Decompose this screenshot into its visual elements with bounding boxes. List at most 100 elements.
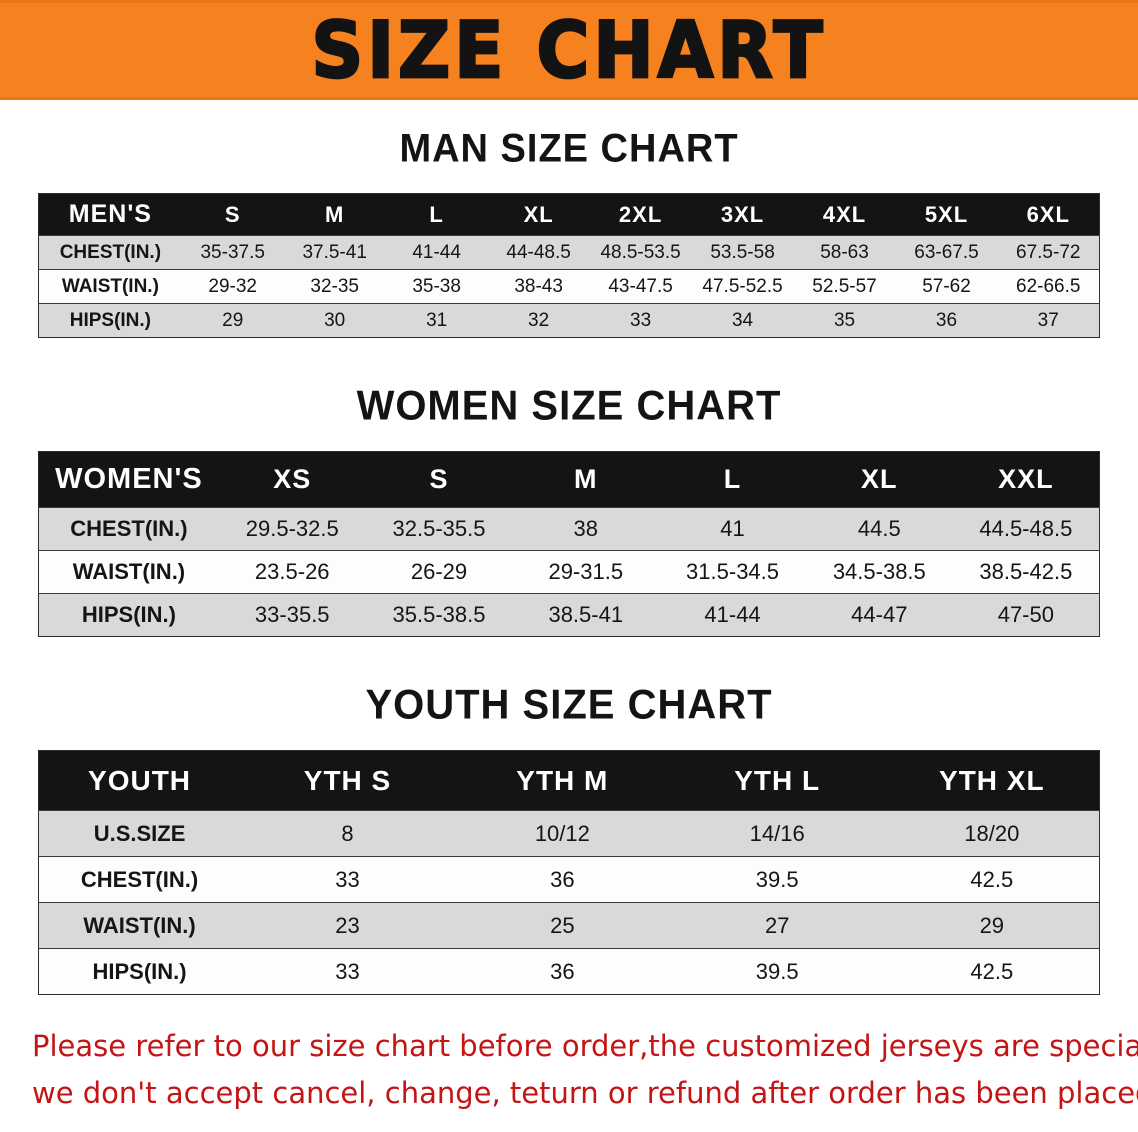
size-value-cell: 38.5-42.5 xyxy=(979,559,1073,584)
youth-size-header-cell: YTH S xyxy=(240,750,455,811)
size-value-cell: 38 xyxy=(573,516,599,541)
size-value-cell: 8 xyxy=(341,820,354,846)
row-label-cell: CHEST(IN.) xyxy=(80,866,199,892)
women-section-heading: WOMEN SIZE CHART xyxy=(356,382,782,430)
women-header-row: WOMEN'S XS S M L XL XXL xyxy=(38,451,1100,508)
youth-group-label-header: YOUTH xyxy=(38,750,241,811)
size-value-cell: 26-29 xyxy=(410,559,468,584)
size-value-cell: 67.5-72 xyxy=(1016,241,1081,263)
row-label-cell: HIPS(IN.) xyxy=(81,602,176,627)
banner: SIZE CHART xyxy=(0,0,1138,100)
women-size-header-cell: S xyxy=(365,451,513,508)
men-table-header: MEN'S S M L XL 2XL 3XL 4XL 5XL 6XL xyxy=(38,193,1100,236)
women-table-body: CHEST(IN.) 29.5-32.5 32.5-35.5 38 41 44.5 44.5… xyxy=(38,507,1100,637)
size-value-cell: 52.5-57 xyxy=(812,275,877,297)
size-value-cell: 39.5 xyxy=(755,866,799,892)
youth-size-table: YOUTH YTH S YTH M YTH L YTH XL U.S.SIZE 8 10/12… xyxy=(38,750,1100,995)
youth-table-header: YOUTH YTH S YTH M YTH L YTH XL xyxy=(38,750,1100,811)
men-size-chart-section: MAN SIZE CHART MEN'S S M L XL 2XL 3XL 4XL 5XL 6XL C… xyxy=(38,126,1100,338)
size-value-cell: 41-44 xyxy=(412,241,461,263)
size-value-cell: 35.5-38.5 xyxy=(392,602,486,627)
men-size-header-cell: L xyxy=(385,193,488,236)
youth-size-chart-section: YOUTH SIZE CHART YOUTH YTH S YTH M YTH L YTH … xyxy=(38,681,1100,995)
size-value-cell: 36 xyxy=(550,958,575,984)
size-chart-sections: MAN SIZE CHART MEN'S S M L XL 2XL 3XL 4XL 5XL 6XL C… xyxy=(0,126,1138,995)
size-value-cell: 58-63 xyxy=(820,241,869,263)
size-value-cell: 63-67.5 xyxy=(914,241,979,263)
size-value-cell: 32-35 xyxy=(310,275,359,297)
youth-measurement-row: HIPS(IN.) 33 36 39.5 42.5 xyxy=(38,948,1100,995)
row-label-cell: CHEST(IN.) xyxy=(70,516,188,541)
size-value-cell: 31.5-34.5 xyxy=(686,559,780,584)
size-value-cell: 36 xyxy=(935,309,958,331)
size-value-cell: 25 xyxy=(550,912,575,938)
size-value-cell: 44-48.5 xyxy=(506,241,571,263)
men-group-label-header: MEN'S xyxy=(38,193,182,236)
youth-header-row: YOUTH YTH S YTH M YTH L YTH XL xyxy=(38,750,1100,811)
row-label-cell: WAIST(IN.) xyxy=(61,275,159,297)
disclaimer-line-1: Please refer to our size chart before or… xyxy=(32,1029,1138,1063)
women-size-header-cell: XXL xyxy=(952,451,1100,508)
size-value-cell: 33-35.5 xyxy=(254,602,330,627)
size-value-cell: 48.5-53.5 xyxy=(600,241,681,263)
size-value-cell: 23.5-26 xyxy=(254,559,330,584)
men-measurement-row: WAIST(IN.) 29-32 32-35 35-38 38-43 43-47.5 47.… xyxy=(38,269,1100,304)
youth-measurement-row: CHEST(IN.) 33 36 39.5 42.5 xyxy=(38,856,1100,903)
youth-table-body: U.S.SIZE 8 10/12 14/16 18/20 CHEST(IN.) 33 36 39… xyxy=(38,810,1100,995)
size-value-cell: 33 xyxy=(335,866,360,892)
size-value-cell: 47-50 xyxy=(997,602,1054,627)
women-measurement-row: HIPS(IN.) 33-35.5 35.5-38.5 38.5-41 41-44 44-… xyxy=(38,593,1100,637)
size-value-cell: 37.5-41 xyxy=(302,241,367,263)
row-label-cell: U.S.SIZE xyxy=(93,820,186,846)
size-value-cell: 29 xyxy=(222,309,244,331)
row-label-cell: WAIST(IN.) xyxy=(72,559,186,584)
women-table-header: WOMEN'S XS S M L XL XXL xyxy=(38,451,1100,508)
size-value-cell: 35-38 xyxy=(412,275,461,297)
youth-measurement-row: WAIST(IN.) 23 25 27 29 xyxy=(38,902,1100,949)
size-value-cell: 34 xyxy=(731,309,754,331)
size-value-cell: 36 xyxy=(550,866,575,892)
size-value-cell: 43-47.5 xyxy=(608,275,673,297)
women-measurement-row: CHEST(IN.) 29.5-32.5 32.5-35.5 38 41 44.5 44.5… xyxy=(38,507,1100,551)
size-value-cell: 32 xyxy=(528,309,550,331)
men-table-body: CHEST(IN.) 35-37.5 37.5-41 41-44 44-48.5 48.5… xyxy=(38,235,1100,338)
size-value-cell: 42.5 xyxy=(970,866,1014,892)
size-value-cell: 37 xyxy=(1037,309,1059,331)
size-value-cell: 34.5-38.5 xyxy=(832,559,926,584)
men-size-header-cell: 4XL xyxy=(793,193,896,236)
size-value-cell: 23 xyxy=(335,912,360,938)
size-value-cell: 27 xyxy=(764,912,790,938)
men-size-header-cell: 2XL xyxy=(589,193,692,236)
size-value-cell: 62-66.5 xyxy=(1016,275,1081,297)
men-section-heading: MAN SIZE CHART xyxy=(399,126,739,172)
size-value-cell: 30 xyxy=(324,309,346,331)
size-value-cell: 35-37.5 xyxy=(200,241,265,263)
youth-size-header-cell: YTH XL xyxy=(884,750,1100,811)
men-header-row: MEN'S S M L XL 2XL 3XL 4XL 5XL 6XL xyxy=(38,193,1100,236)
youth-section-heading: YOUTH SIZE CHART xyxy=(365,681,773,729)
disclaimer-line-2: we don't accept cancel, change, teturn o… xyxy=(32,1076,1138,1110)
page-title: SIZE CHART xyxy=(310,4,827,96)
women-size-header-cell: XS xyxy=(218,451,366,508)
men-size-header-cell: 6XL xyxy=(997,193,1100,236)
size-value-cell: 41-44 xyxy=(704,602,761,627)
size-value-cell: 14/16 xyxy=(749,820,805,846)
men-size-header-cell: XL xyxy=(487,193,590,236)
men-size-header-cell: 3XL xyxy=(691,193,794,236)
men-size-table: MEN'S S M L XL 2XL 3XL 4XL 5XL 6XL CHEST(IN.) 35-37… xyxy=(38,193,1100,338)
size-value-cell: 47.5-52.5 xyxy=(702,275,783,297)
row-label-cell: WAIST(IN.) xyxy=(83,912,196,938)
women-measurement-row: WAIST(IN.) 23.5-26 26-29 29-31.5 31.5-34.5 34… xyxy=(38,550,1100,594)
men-size-header-cell: 5XL xyxy=(895,193,998,236)
size-value-cell: 44.5 xyxy=(857,516,901,541)
row-label-cell: HIPS(IN.) xyxy=(69,309,151,331)
size-value-cell: 57-62 xyxy=(922,275,971,297)
disclaimer: Please refer to our size chart before or… xyxy=(32,1023,1138,1117)
size-value-cell: 38.5-41 xyxy=(548,602,624,627)
size-value-cell: 29-31.5 xyxy=(548,559,624,584)
youth-measurement-row: U.S.SIZE 8 10/12 14/16 18/20 xyxy=(38,810,1100,857)
men-size-header-cell: M xyxy=(283,193,386,236)
women-size-chart-section: WOMEN SIZE CHART WOMEN'S XS S M L XL XXL CHEST(I… xyxy=(38,382,1100,637)
size-value-cell: 41 xyxy=(720,516,745,541)
